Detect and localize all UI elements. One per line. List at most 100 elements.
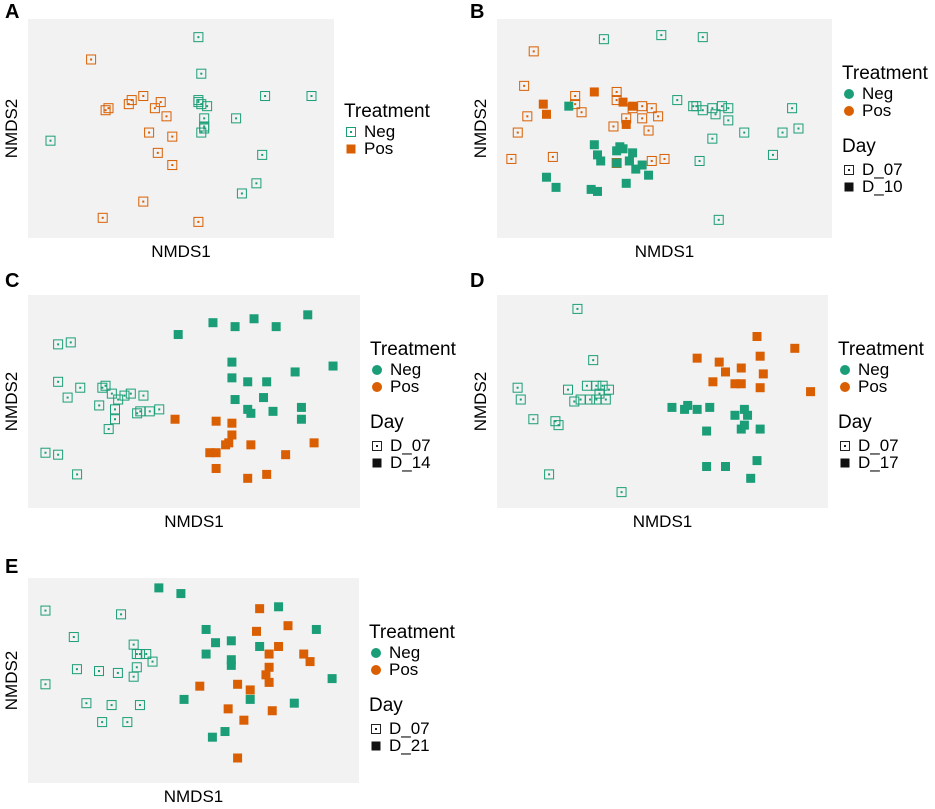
point-pos-d07 xyxy=(97,212,108,223)
point-neg-d07 xyxy=(656,30,667,41)
point-neg-d07 xyxy=(110,404,120,415)
point-neg-d07 xyxy=(94,400,105,411)
point-neg-d21 xyxy=(226,655,236,665)
point-pos-d14 xyxy=(211,416,221,426)
plot-background xyxy=(28,19,334,238)
legend-label-pos: Pos xyxy=(862,101,891,120)
point-neg-d10 xyxy=(596,156,606,166)
point-neg-d14 xyxy=(296,414,306,424)
point-neg-d10 xyxy=(589,140,599,150)
legend-label-pos: Pos xyxy=(390,377,419,396)
legend-key-neg xyxy=(844,89,854,99)
point-pos-d07 xyxy=(100,105,111,116)
legend-key-d17 xyxy=(840,458,850,468)
point-neg-d21 xyxy=(207,732,217,742)
point-neg-d07 xyxy=(113,394,124,405)
point-pos-d21 xyxy=(239,715,249,725)
point-neg-d21 xyxy=(176,589,186,599)
legend-label-neg: Neg xyxy=(364,122,395,141)
point-neg-d07 xyxy=(138,390,149,401)
point-neg-d07 xyxy=(787,103,798,114)
point-pos-d17 xyxy=(755,383,765,393)
point-pos-d07 xyxy=(646,103,657,114)
point-neg-d17 xyxy=(667,402,677,412)
point-neg-d17 xyxy=(721,462,730,472)
point-pos-d14 xyxy=(243,473,253,483)
point-pos-d07 xyxy=(144,127,155,138)
point-neg-d07 xyxy=(134,700,145,711)
panel-letter: C xyxy=(5,270,19,292)
point-neg-d07 xyxy=(591,380,602,391)
point-neg-d17 xyxy=(705,402,715,412)
point-neg-d21 xyxy=(154,583,164,593)
legend-title-treatment: Treatment xyxy=(369,622,456,643)
point-neg-d07 xyxy=(71,664,82,675)
point-neg-d07 xyxy=(257,149,268,160)
point-neg-d07 xyxy=(199,113,210,124)
point-pos-d10 xyxy=(628,101,638,111)
point-neg-d21 xyxy=(226,660,236,670)
point-neg-d14 xyxy=(208,318,218,328)
legend-label-d07: D_07 xyxy=(390,436,431,455)
point-neg-d10 xyxy=(593,186,603,196)
point-pos-d07 xyxy=(86,54,97,65)
legend-title-day: Day xyxy=(370,412,404,433)
plot-background xyxy=(497,19,832,238)
point-neg-d07 xyxy=(707,133,718,144)
plot-background xyxy=(28,578,359,783)
point-pos-d07 xyxy=(161,111,172,122)
point-neg-d10 xyxy=(631,164,641,174)
point-neg-d07 xyxy=(112,667,123,678)
point-pos-d07 xyxy=(149,103,160,114)
point-neg-d07 xyxy=(588,355,599,366)
point-pos-d07 xyxy=(653,111,664,122)
point-neg-d07 xyxy=(515,394,526,405)
plot-background xyxy=(497,295,828,508)
point-neg-d21 xyxy=(311,624,321,634)
point-neg-d07 xyxy=(62,392,73,403)
y-axis-title: NMDS2 xyxy=(471,99,490,159)
legend-key-pos xyxy=(844,106,854,116)
point-neg-d17 xyxy=(683,400,693,410)
point-neg-d21 xyxy=(245,694,255,704)
point-pos-d14 xyxy=(281,450,291,460)
point-pos-d10 xyxy=(538,99,548,109)
point-pos-d14 xyxy=(227,430,237,440)
point-neg-d07 xyxy=(147,656,158,667)
point-neg-d07 xyxy=(616,487,627,498)
legend-key-d07 xyxy=(840,441,850,451)
point-neg-d17 xyxy=(743,410,753,420)
point-pos-d21 xyxy=(261,670,271,680)
point-neg-d07 xyxy=(553,420,564,431)
point-pos-d21 xyxy=(299,649,309,659)
legend-key-d21 xyxy=(371,741,381,751)
x-axis-title: NMDS1 xyxy=(635,242,695,261)
point-neg-d14 xyxy=(296,402,306,412)
point-neg-d07 xyxy=(716,101,727,112)
legend-key-neg xyxy=(371,648,381,658)
point-neg-d07 xyxy=(251,178,262,189)
y-axis-title: NMDS2 xyxy=(2,651,21,711)
legend-label-neg: Neg xyxy=(858,360,889,379)
point-pos-d17 xyxy=(752,331,762,341)
point-pos-d21 xyxy=(283,621,293,631)
point-neg-d07 xyxy=(193,97,204,108)
legend-key-pos xyxy=(372,382,382,392)
point-neg-d07 xyxy=(128,671,139,682)
point-neg-d07 xyxy=(528,414,539,425)
point-neg-d14 xyxy=(259,393,269,403)
point-neg-d21 xyxy=(289,698,299,708)
point-pos-d21 xyxy=(223,704,233,714)
point-neg-d17 xyxy=(702,462,712,472)
legend-label-d14: D_14 xyxy=(390,453,431,472)
point-neg-d07 xyxy=(739,127,750,138)
point-neg-d17 xyxy=(755,424,765,434)
point-pos-d07 xyxy=(506,153,517,164)
point-pos-d07 xyxy=(611,86,622,97)
point-neg-d21 xyxy=(255,641,265,651)
point-pos-d17 xyxy=(755,351,765,361)
point-neg-d07 xyxy=(100,380,111,391)
